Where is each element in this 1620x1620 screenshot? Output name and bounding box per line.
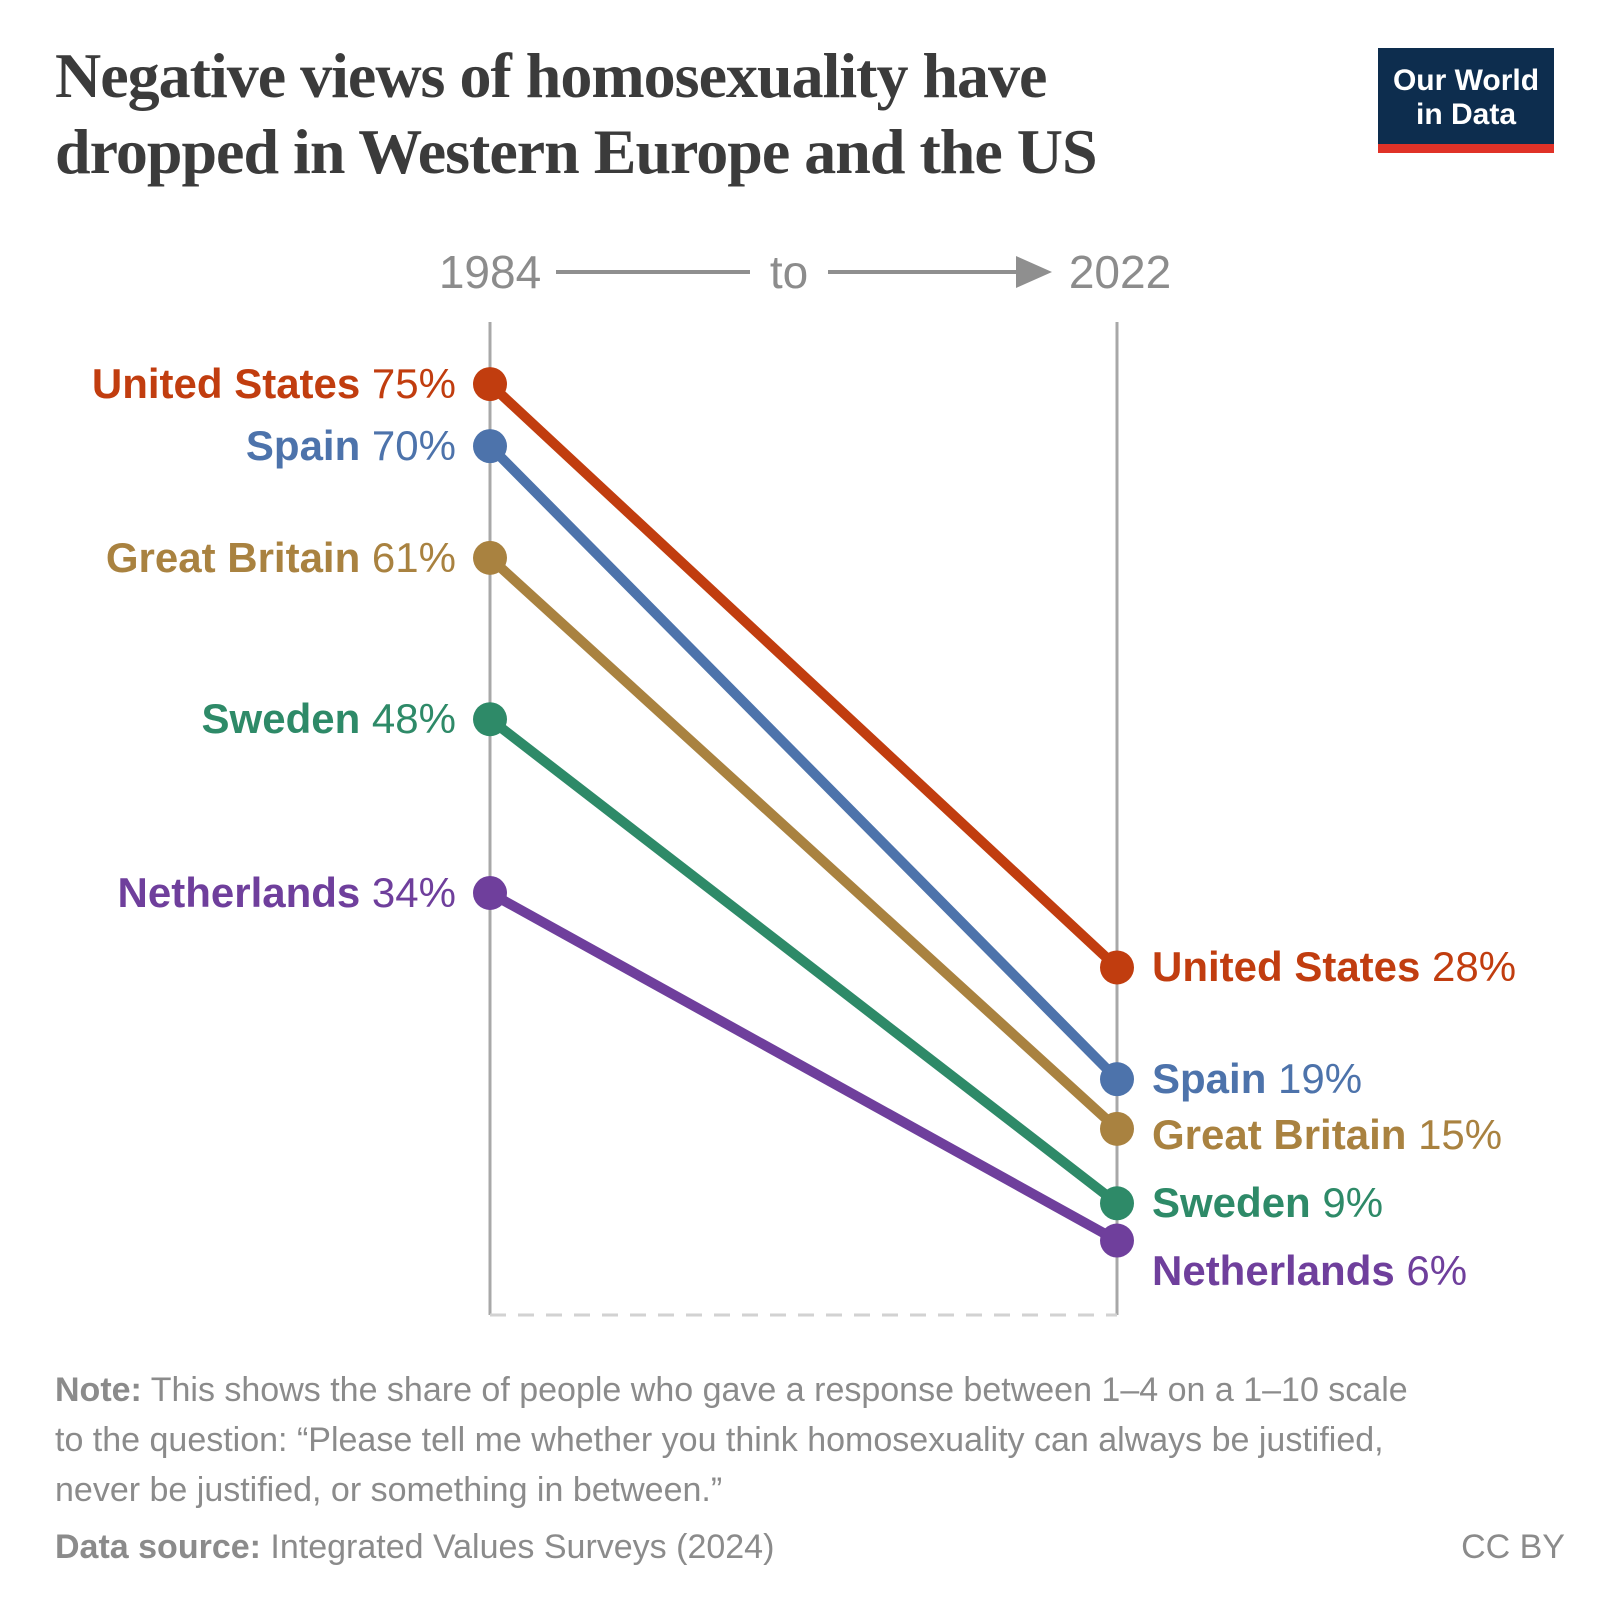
right-label-value-united-states: 28% — [1420, 943, 1517, 991]
left-label-value-united-states: 75% — [360, 360, 456, 408]
slope-line-netherlands — [487, 888, 1120, 1245]
owid-logo-line1: Our World — [1392, 64, 1540, 97]
right-label-name-sweden: Sweden — [1152, 1179, 1311, 1227]
dot-right-spain — [1100, 1062, 1134, 1097]
axis-connector-label: to — [769, 246, 809, 298]
data-source: Data source: Integrated Values Surveys (… — [55, 1528, 774, 1567]
left-label-value-great-britain: 61% — [360, 533, 456, 581]
dot-right-sweden — [1100, 1186, 1134, 1221]
right-label-spain: Spain 19% — [1152, 1058, 1362, 1100]
right-label-united-states: United States 28% — [1152, 946, 1516, 988]
owid-logo-line2: in Data — [1415, 98, 1517, 131]
dot-left-great-britain — [473, 540, 507, 575]
data-source-text: Integrated Values Surveys (2024) — [260, 1528, 775, 1566]
left-label-value-spain: 70% — [360, 422, 456, 470]
left-label-sweden: Sweden 48% — [0, 698, 456, 740]
dot-left-netherlands — [473, 875, 507, 910]
axis-start-year-label: 1984 — [438, 246, 542, 298]
right-label-sweden: Sweden 9% — [1152, 1182, 1383, 1224]
dot-right-united-states — [1100, 950, 1134, 985]
slope-line-united-states — [486, 380, 1121, 972]
page-title-line2: dropped in Western Europe and the US — [55, 116, 1098, 187]
dot-right-great-britain — [1100, 1111, 1134, 1146]
right-label-value-spain: 19% — [1266, 1055, 1363, 1103]
axis-end-year-label: 2022 — [1068, 246, 1172, 298]
slope-line-spain — [486, 442, 1121, 1083]
left-label-name-united-states: United States — [91, 360, 361, 408]
left-label-united-states: United States 75% — [0, 363, 456, 405]
right-label-great-britain: Great Britain 15% — [1152, 1110, 1503, 1158]
right-label-name-netherlands: Netherlands — [1152, 1246, 1395, 1294]
right-label-value-sweden: 9% — [1310, 1179, 1384, 1227]
left-label-name-netherlands: Netherlands — [117, 868, 361, 916]
left-label-name-spain: Spain — [245, 422, 361, 470]
note-text-line1: This shows the share of people who gave … — [141, 1371, 1408, 1409]
dot-left-united-states — [473, 367, 507, 402]
owid-logo: Our World in Data — [1378, 48, 1554, 153]
note-text-line3: never be justified, or something in betw… — [55, 1471, 723, 1509]
left-label-spain: Spain 70% — [0, 425, 456, 467]
left-label-great-britain: Great Britain 61% — [0, 533, 456, 581]
dot-left-spain — [473, 429, 507, 464]
right-label-netherlands: Netherlands 6% — [1152, 1246, 1468, 1294]
page-title-line1: Negative views of homosexuality have — [55, 40, 1047, 111]
right-label-value-great-britain: 15% — [1406, 1110, 1503, 1158]
left-label-name-sweden: Sweden — [201, 695, 361, 743]
page-title: Negative views of homosexuality have dro… — [55, 38, 1355, 190]
note-label: Note: — [55, 1371, 142, 1409]
license-badge: CC BY — [1461, 1528, 1565, 1566]
slope-line-sweden — [486, 715, 1121, 1208]
right-label-name-spain: Spain — [1152, 1055, 1267, 1103]
left-label-name-great-britain: Great Britain — [105, 533, 361, 581]
series-layer — [473, 367, 1134, 1258]
left-label-value-netherlands: 34% — [360, 868, 456, 916]
data-source-label: Data source: — [55, 1528, 261, 1566]
left-label-value-sweden: 48% — [360, 695, 456, 743]
dot-left-sweden — [473, 702, 507, 737]
chart-note: Note: This shows the share of people who… — [55, 1365, 1575, 1515]
slope-line-great-britain — [486, 554, 1121, 1133]
source-row: Data source: Integrated Values Surveys (… — [55, 1528, 1565, 1567]
dot-right-netherlands — [1100, 1223, 1134, 1258]
note-text-line2: to the question: “Please tell me whether… — [55, 1421, 1384, 1459]
right-label-value-netherlands: 6% — [1394, 1246, 1468, 1294]
right-label-name-united-states: United States — [1152, 943, 1421, 991]
left-label-netherlands: Netherlands 34% — [0, 868, 456, 916]
right-label-name-great-britain: Great Britain — [1152, 1110, 1407, 1158]
header-arrow-icon — [1016, 256, 1052, 288]
